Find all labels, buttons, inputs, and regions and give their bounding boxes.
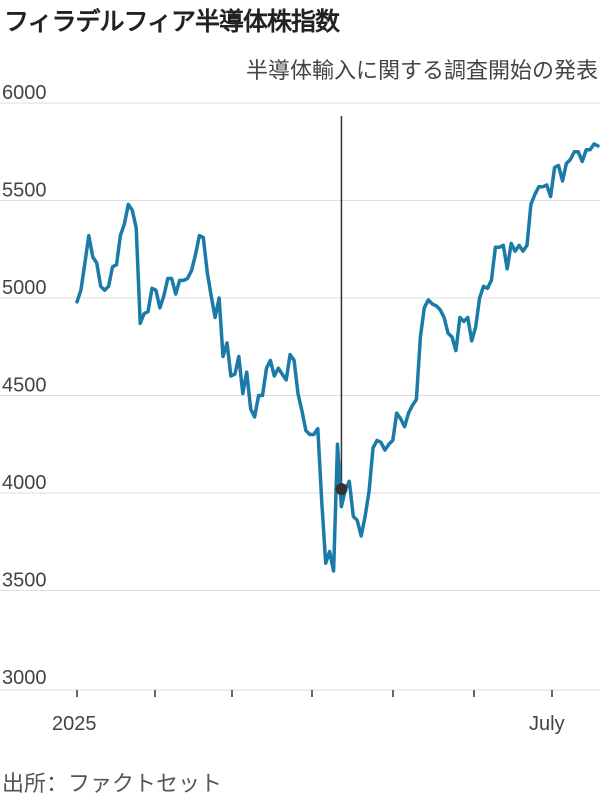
y-tick-label: 5000 <box>2 277 47 299</box>
chart-title: フィラデルフィア半導体株指数 <box>4 7 340 36</box>
source-note: 出所：ファクトセット <box>2 772 223 797</box>
gridlines <box>0 102 600 591</box>
x-tick-labels: 2025 July <box>52 713 565 735</box>
x-axis <box>0 689 600 697</box>
annotation-label: 半導体輸入に関する調査開始の発表 <box>246 59 598 84</box>
y-tick-label: 6000 <box>2 82 47 104</box>
y-tick-label: 3000 <box>2 667 47 689</box>
annotation-marker <box>335 483 348 496</box>
x-tick-label: July <box>529 713 565 735</box>
y-tick-label: 4000 <box>2 472 47 494</box>
y-tick-label: 5500 <box>2 180 47 202</box>
series-line <box>75 142 600 573</box>
y-tick-labels: 3000 3500 4000 4500 5000 5500 6000 <box>2 82 47 689</box>
x-tick-label: 2025 <box>52 713 97 735</box>
y-tick-label: 3500 <box>2 570 47 592</box>
y-tick-label: 4500 <box>2 375 47 397</box>
